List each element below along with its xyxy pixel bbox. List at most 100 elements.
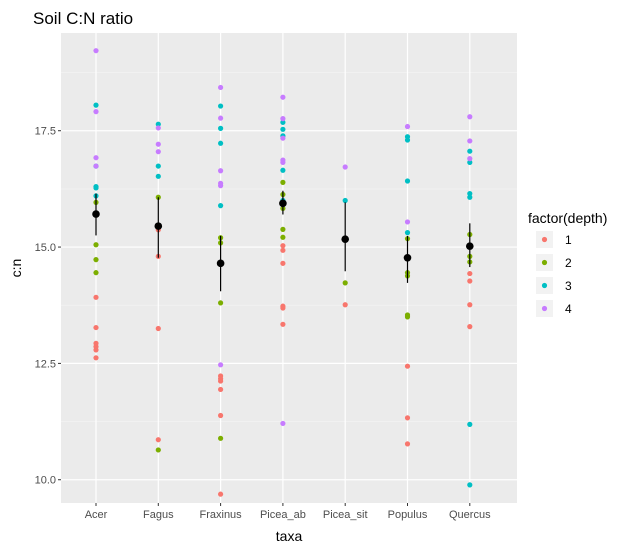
data-point xyxy=(155,121,161,127)
data-point xyxy=(93,270,99,276)
legend-key-dot xyxy=(541,236,548,243)
data-point xyxy=(93,242,99,248)
grid-minor xyxy=(61,72,517,422)
data-point xyxy=(280,226,286,232)
y-tick-label: 10.0 xyxy=(35,475,56,487)
y-axis-title: c:n xyxy=(8,259,24,278)
mean-point xyxy=(92,210,100,218)
data-point xyxy=(218,168,224,174)
chart-title: Soil C:N ratio xyxy=(33,9,133,28)
data-point xyxy=(404,123,411,130)
data-point xyxy=(280,305,286,311)
data-point xyxy=(218,386,224,393)
data-point xyxy=(218,140,224,146)
data-point xyxy=(218,412,224,419)
legend-key-dot xyxy=(541,282,548,289)
data-point xyxy=(280,119,286,125)
data-point xyxy=(155,437,161,443)
data-point xyxy=(280,260,286,266)
x-tick-label: Picea_ab xyxy=(260,509,306,521)
data-point xyxy=(93,155,99,161)
data-point xyxy=(467,278,473,284)
data-point xyxy=(404,363,411,369)
data-point xyxy=(404,230,411,236)
data-point xyxy=(280,126,286,132)
data-point xyxy=(93,324,99,331)
data-point xyxy=(404,415,411,421)
mean-point xyxy=(154,222,163,230)
x-tick-label: Fraxinus xyxy=(200,509,243,521)
data-point xyxy=(280,247,286,253)
mean-point xyxy=(466,242,474,250)
data-points xyxy=(93,48,473,497)
data-point xyxy=(218,203,224,209)
data-point xyxy=(218,435,224,441)
y-tick-label: 12.5 xyxy=(35,358,56,370)
data-point xyxy=(155,149,161,155)
data-point xyxy=(218,300,224,306)
data-point xyxy=(155,447,161,453)
data-point xyxy=(467,159,473,165)
y-axis: 10.0 12.5 15.0 17.5 xyxy=(35,126,61,487)
x-axis: Acer Fagus Fraxinus Picea_ab Picea_sit Populu… xyxy=(85,503,491,521)
data-point xyxy=(342,164,348,170)
data-point xyxy=(155,141,161,147)
data-point xyxy=(218,84,224,91)
data-point xyxy=(93,109,99,115)
data-point xyxy=(404,178,411,184)
mean-point xyxy=(341,235,350,243)
data-point xyxy=(93,163,99,169)
data-point xyxy=(93,185,99,191)
data-point xyxy=(280,94,286,100)
data-point xyxy=(155,173,161,179)
data-point xyxy=(93,294,99,300)
legend-title: factor(depth) xyxy=(528,210,607,226)
x-axis-title: taxa xyxy=(276,528,303,544)
data-point xyxy=(467,270,473,277)
data-point xyxy=(467,421,473,427)
x-tick-label: Populus xyxy=(388,509,428,521)
data-point xyxy=(93,48,99,54)
data-point xyxy=(467,190,473,197)
data-point xyxy=(404,137,411,143)
data-point xyxy=(280,159,286,165)
data-point xyxy=(218,125,224,131)
data-point xyxy=(218,183,224,189)
data-point xyxy=(93,355,99,361)
data-point xyxy=(155,125,161,131)
data-point xyxy=(467,156,473,162)
data-point xyxy=(404,314,411,320)
legend-key-dot xyxy=(541,259,548,266)
data-point xyxy=(280,167,286,173)
legend-key-dot xyxy=(541,305,548,312)
data-point xyxy=(467,302,473,308)
data-point xyxy=(467,138,473,144)
data-point xyxy=(342,302,348,308)
data-point xyxy=(218,103,224,109)
data-point xyxy=(467,148,473,154)
data-point xyxy=(280,321,286,327)
data-point xyxy=(342,280,348,286)
data-point xyxy=(342,197,348,204)
data-point xyxy=(280,135,286,141)
data-point xyxy=(218,115,224,121)
data-point xyxy=(218,362,224,368)
data-point xyxy=(467,194,473,200)
summary-layer xyxy=(92,190,474,292)
data-point xyxy=(404,441,411,447)
data-point xyxy=(280,234,286,240)
data-point xyxy=(467,482,473,488)
y-tick-label: 15.0 xyxy=(35,242,56,254)
data-point xyxy=(155,163,161,169)
data-point xyxy=(280,116,286,122)
data-point xyxy=(218,378,224,384)
data-point xyxy=(93,257,99,263)
mean-point xyxy=(403,253,412,262)
x-tick-label: Acer xyxy=(85,509,108,521)
plot-panel xyxy=(61,33,517,503)
legend: factor(depth) 1 2 3 4 xyxy=(528,210,607,317)
data-point xyxy=(280,243,286,249)
data-point xyxy=(467,114,473,120)
x-tick-label: Fagus xyxy=(143,509,174,521)
